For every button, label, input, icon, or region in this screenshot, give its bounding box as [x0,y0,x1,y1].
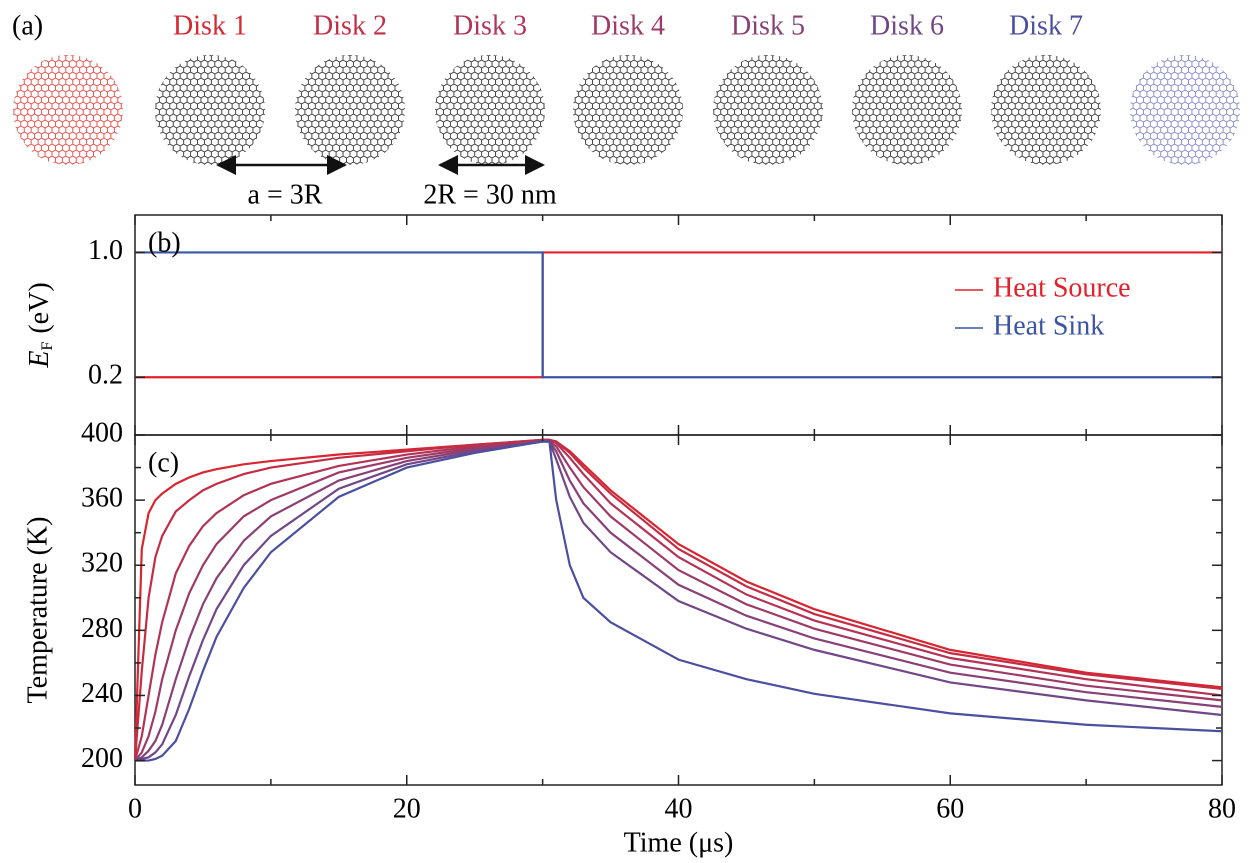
disk [573,55,683,165]
x-tick-label: 80 [1208,793,1236,824]
x-axis-label: Time (μs) [624,827,734,858]
disk-label: Disk 3 [453,10,527,41]
disk [852,55,962,165]
heat-sink-disk [1130,55,1240,165]
disk-label: Disk 7 [1009,10,1083,41]
x-tick-label: 0 [128,793,142,824]
series-line [133,438,1223,761]
x-tick-label: 20 [393,793,421,824]
legend-label: Heat Sink [993,310,1104,341]
x-tick-label: 60 [936,793,964,824]
y-tick-label: 280 [81,613,123,644]
disk-label: Disk 1 [173,10,247,41]
y-axis-subscript: F [39,342,56,351]
y-tick-label: 1.0 [88,235,123,266]
series-line [135,251,1222,379]
x-tick-label: 40 [665,793,693,824]
y-axis-label: EF (eV) [24,282,55,368]
diameter-label: 2R = 30 nm [423,179,556,210]
legend-label: Heat Source [993,272,1131,303]
y-tick-label: 320 [81,548,123,579]
disk [713,55,823,165]
y-tick-label: 360 [81,483,123,514]
disk-label: Disk 2 [313,10,387,41]
series-line [134,440,1223,762]
y-tick-label: 200 [81,743,123,774]
panel-label: (a) [12,10,43,41]
series-line [134,440,1223,762]
disk-label: Disk 5 [731,10,805,41]
y-axis-unit: (eV) [24,282,55,333]
spacing-label: a = 3R [248,179,323,210]
series-line [134,440,1223,762]
plot-frame [134,434,1223,786]
disk-row [13,55,1240,175]
disk-label: Disk 4 [591,10,665,41]
disk [435,55,545,165]
disk-label: Disk 6 [870,10,944,41]
y-tick-label: 0.2 [88,360,123,391]
y-tick-label: 400 [81,417,123,448]
heat-source-disk [13,55,123,165]
panel-label: (b) [148,227,181,258]
disk [991,55,1101,165]
series-line [135,440,1223,762]
y-axis-symbol: E [24,351,55,369]
disk [155,55,265,165]
panel-label: (c) [148,447,179,478]
y-tick-label: 240 [81,678,123,709]
disk [295,55,405,165]
y-axis-label: Temperature (K) [22,517,53,704]
series-line [133,438,1223,761]
